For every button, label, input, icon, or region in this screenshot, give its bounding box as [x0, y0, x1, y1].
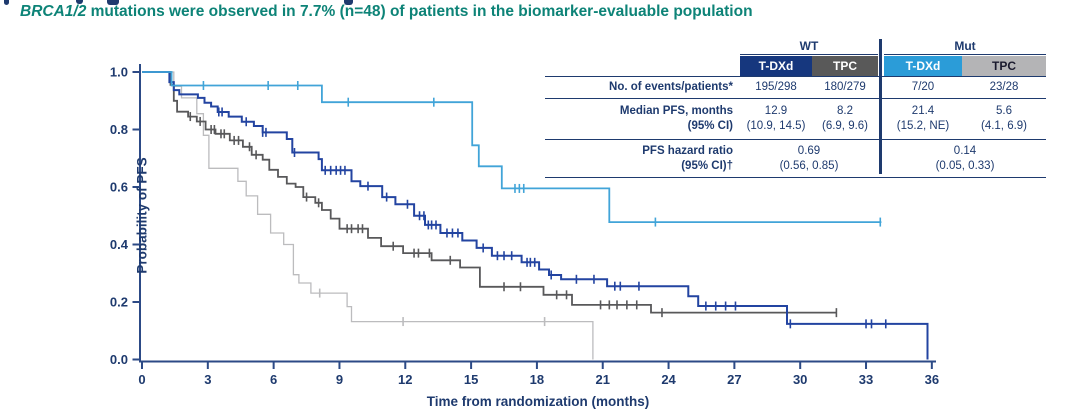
events-wt-tdxd: 195/298: [755, 81, 797, 93]
header-wt-tdxd: T-DXd: [740, 56, 812, 76]
group-mut: Mut: [884, 37, 1046, 55]
x-axis-label: Time from randomization (months): [426, 394, 650, 409]
hr-wt: 0.69 (0.56, 0.85): [779, 144, 839, 172]
subtitle-text: mutations were observed in 7.7% (n=48) o…: [86, 3, 753, 20]
events-mut-tdxd: 7/20: [911, 81, 935, 93]
events-row: No. of events/patients* 195/298 180/279 …: [545, 77, 1046, 99]
y-tick-label: 1.0: [110, 65, 128, 80]
header-wt-tpc: TPC: [812, 56, 878, 76]
y-tick-label: 0.2: [110, 295, 128, 310]
clipped-title-fragment: [344, 0, 353, 5]
x-tick-label: 6: [270, 372, 277, 387]
x-tick-label: 36: [925, 372, 939, 387]
median-label: Median PFS, months (95% CI): [619, 105, 733, 132]
y-tick-label: 0.4: [110, 237, 129, 252]
clipped-title-fragment: [4, 0, 9, 5]
curve-wt-tpc: [142, 71, 837, 314]
header-mut-tdxd: T-DXd: [884, 56, 962, 76]
x-tick-label: 18: [530, 372, 544, 387]
y-axis-label: Probability of PFS: [134, 157, 150, 274]
clipped-title-fragment: [76, 0, 83, 4]
events-mut-tpc: 23/28: [989, 81, 1019, 93]
x-tick-label: 12: [398, 372, 412, 387]
arm-header-row: T-DXd TPC T-DXd TPC: [545, 51, 1046, 77]
x-tick-label: 33: [859, 372, 873, 387]
header-mut-tpc: TPC: [962, 56, 1046, 76]
hr-label: PFS hazard ratio (95% CI)†: [642, 144, 733, 172]
median-mut-tpc: 5.6 (4.1, 6.9): [980, 105, 1028, 132]
wt-mut-divider: [879, 39, 882, 174]
y-tick-label: 0.0: [110, 352, 128, 367]
median-wt-tpc: 8.2 (6.9, 9.6): [821, 105, 869, 132]
clipped-title-fragment: [107, 0, 119, 5]
x-tick-label: 15: [464, 372, 478, 387]
median-wt-tdxd: 12.9 (10.9, 14.5): [746, 105, 806, 132]
curve-mut-tpc: [142, 71, 594, 360]
y-tick-label: 0.8: [110, 122, 128, 137]
subtitle: BRCA1/2 mutations were observed in 7.7% …: [20, 3, 753, 21]
events-wt-tpc: 180/279: [824, 81, 866, 93]
median-mut-tdxd: 21.4 (15.2, NE): [896, 105, 950, 132]
x-tick-label: 27: [727, 372, 741, 387]
group-wt: WT: [740, 37, 878, 55]
results-table: WT Mut T-DXd TPC T-DXd TPC No. of events…: [545, 38, 1046, 178]
x-tick-label: 0: [138, 372, 145, 387]
y-tick-label: 0.6: [110, 180, 128, 195]
curve-wt-t-dxd: [142, 71, 929, 360]
group-header-row: WT Mut: [545, 38, 1046, 55]
x-tick-label: 3: [204, 372, 211, 387]
x-tick-label: 30: [793, 372, 807, 387]
events-label: No. of events/patients*: [609, 81, 733, 93]
hazard-ratio-row: PFS hazard ratio (95% CI)† 0.69 (0.56, 0.8…: [545, 140, 1046, 178]
hr-mut: 0.14 (0.05, 0.33): [935, 144, 995, 172]
x-tick-label: 9: [336, 372, 343, 387]
gene-name: BRCA1/2: [20, 3, 87, 20]
x-tick-label: 21: [596, 372, 610, 387]
x-tick-label: 24: [661, 372, 676, 387]
median-row: Median PFS, months (95% CI) 12.9 (10.9, 14…: [545, 99, 1046, 140]
curve-mut-t-dxd: [142, 71, 882, 223]
